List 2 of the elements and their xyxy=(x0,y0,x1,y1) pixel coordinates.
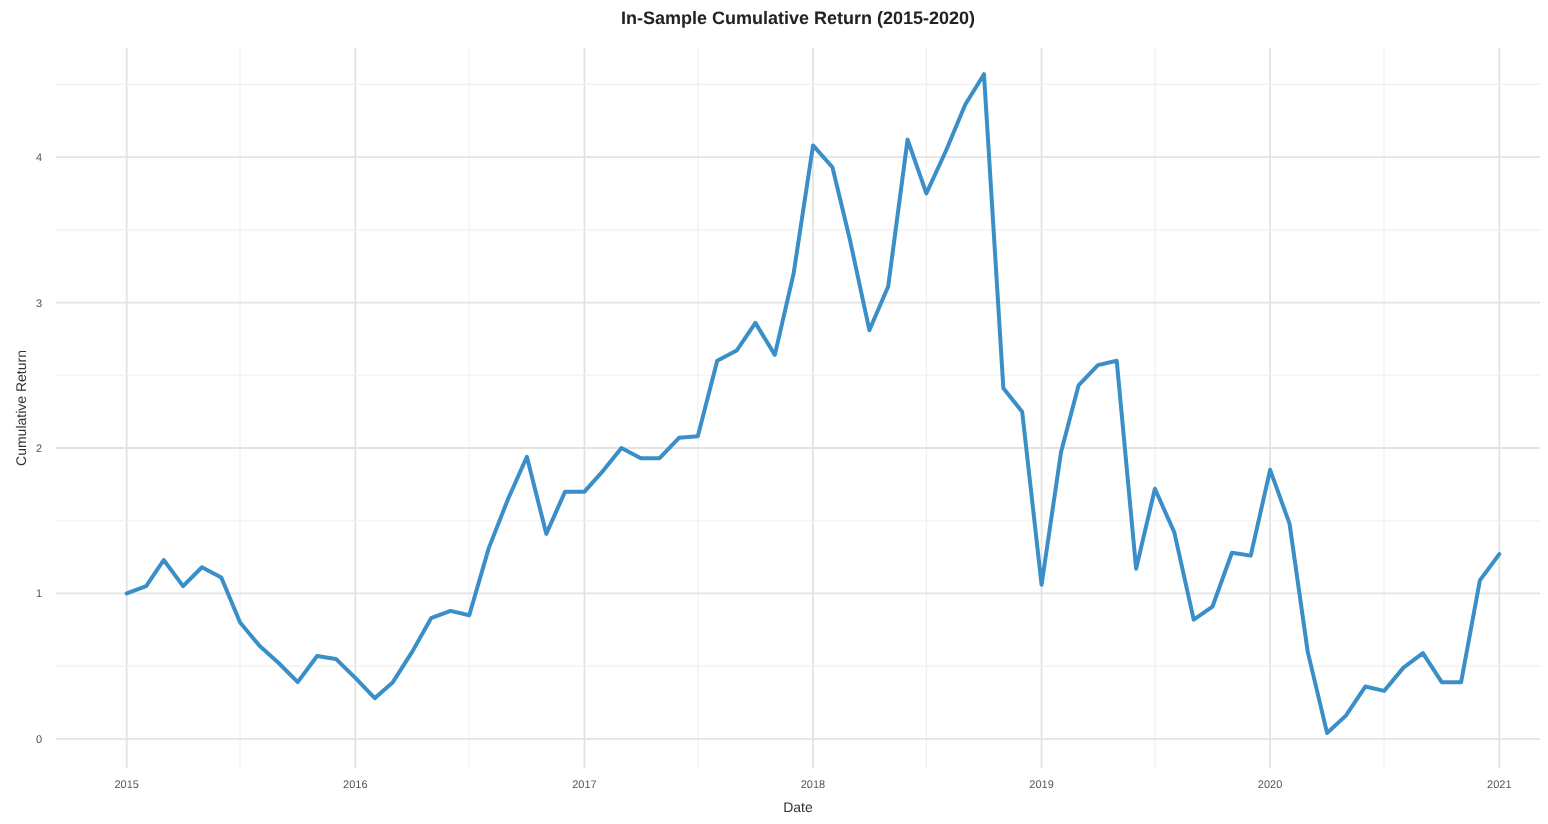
chart-title: In-Sample Cumulative Return (2015-2020) xyxy=(620,8,976,28)
line-series xyxy=(124,72,1502,736)
